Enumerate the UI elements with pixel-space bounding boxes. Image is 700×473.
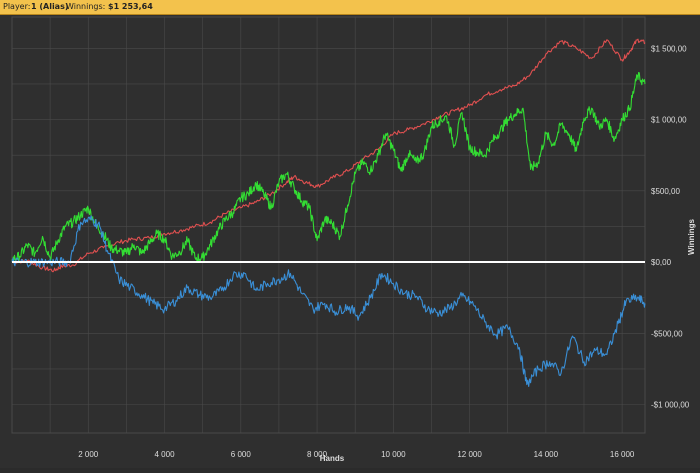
y-tick-label: $1 500,00	[651, 44, 687, 53]
winnings-value: $1 253,64	[108, 2, 153, 11]
winnings-label: Winnings:	[66, 2, 106, 11]
player-name: 1 (Alias)	[31, 2, 69, 11]
chart-area: 2 000 4 000 6 000 8 000 10 000 12 000 14 000 16…	[0, 15, 700, 468]
x-axis-label: Hands	[320, 454, 345, 463]
winnings-chart: 2 000 4 000 6 000 8 000 10 000 12 000 14 000 16…	[11, 16, 696, 463]
x-tick-label: 12 000	[457, 450, 482, 459]
series-line-1	[12, 38, 646, 273]
plot-frame	[11, 16, 646, 434]
x-tick-label: 6 000	[231, 450, 252, 459]
y-tick-label: -$1 000,00	[651, 401, 690, 410]
series-line-3	[11, 215, 646, 387]
y-axis-label: Winnings	[687, 218, 696, 254]
x-tick-label: 14 000	[534, 450, 559, 459]
x-tick-label: 2 000	[78, 450, 99, 459]
title-bar: Player: 1 (Alias) Winnings: $1 253,64	[0, 0, 700, 15]
series-line-2	[11, 71, 646, 263]
y-tick-label: $0,00	[651, 258, 672, 267]
x-tick-label: 10 000	[381, 450, 406, 459]
x-tick-label: 16 000	[610, 450, 635, 459]
x-tick-label: 8 000	[307, 450, 328, 459]
y-tick-label: $1 000,00	[651, 116, 687, 125]
y-tick-label: $500,00	[651, 187, 680, 196]
y-tick-label: -$500,00	[651, 329, 683, 338]
player-label: Player:	[3, 2, 31, 11]
x-tick-label: 4 000	[155, 450, 176, 459]
axes: 2 000 4 000 6 000 8 000 10 000 12 000 14 000 16…	[78, 44, 690, 459]
grid	[11, 16, 646, 434]
series-group	[11, 38, 646, 387]
